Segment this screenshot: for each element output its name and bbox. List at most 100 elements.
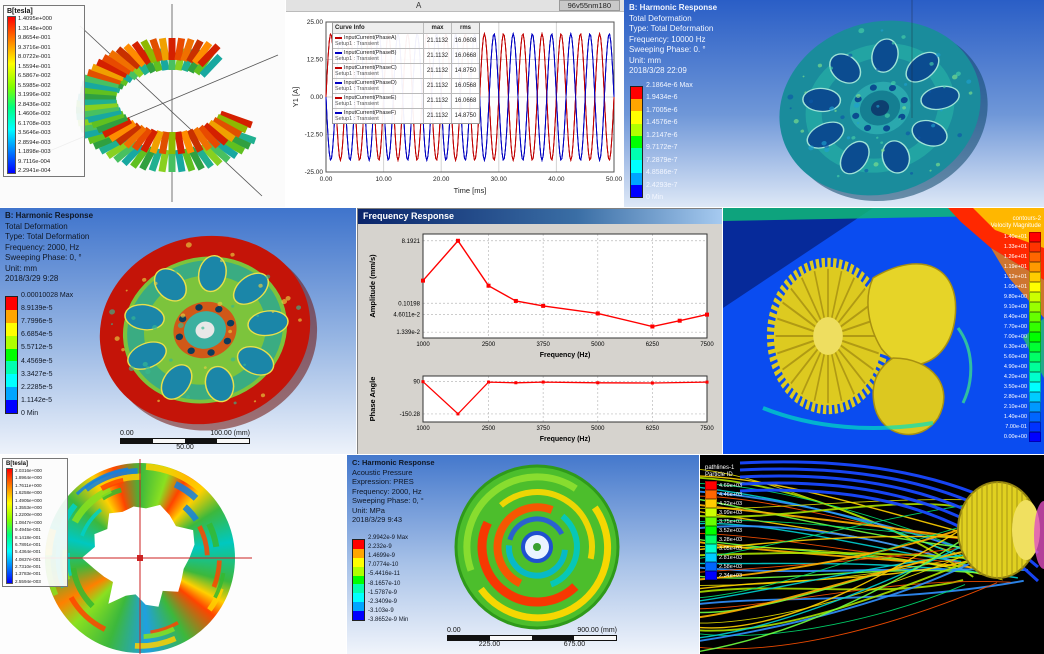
line-shape: [790, 348, 819, 385]
circle-shape: [258, 283, 263, 288]
circle-shape: [186, 395, 191, 399]
div-shape: 7.70e+00: [993, 322, 1041, 332]
div-shape: [448, 636, 490, 640]
velocity-legend: 1.40e+01 1.33e+01 1.26e+01 1.19e+01 1.12e+01…: [993, 232, 1041, 442]
div-shape: 21.1132: [423, 79, 451, 93]
scale-bar: 0.00 100.00 (mm) 50.00: [120, 430, 250, 452]
text-shape: Frequency (Hz): [540, 352, 591, 359]
stator-field-view: [39, 4, 279, 202]
rect-shape: [456, 412, 460, 416]
div-shape: [353, 575, 364, 585]
div-shape: InputCurrent(PhaseF) Setup1 : Transient: [333, 109, 423, 123]
legend-title-line1: pathlines-1: [705, 465, 735, 471]
circle-shape: [928, 90, 932, 93]
curve-info-table: Curve Info max rms InputCurrent(PhaseA) Setu…: [332, 22, 480, 124]
text-shape: 1.339e-2: [396, 330, 420, 336]
div-shape: 2.10e+00: [1003, 404, 1027, 410]
path-shape: [700, 542, 1004, 619]
ellipse-shape: [806, 121, 845, 149]
div-shape: 9.3716e-001: [18, 44, 51, 51]
result-frequency: Frequency: 2000, Hz: [352, 486, 422, 496]
div-shape: 2.2285e-5: [21, 383, 53, 391]
div-shape: 2.7310e-001: [15, 564, 41, 570]
div-shape: [1029, 412, 1041, 422]
line-shape: [801, 351, 822, 395]
path-shape: [71, 486, 112, 524]
legend-labels: 2.0316e+000 1.8964e+000 1.7611e+000 1.6258e…: [15, 468, 42, 584]
rect-shape: [423, 234, 707, 338]
ellipse-shape: [911, 119, 948, 147]
circle-shape: [824, 147, 830, 153]
div-shape: 2.80e+00: [993, 392, 1041, 402]
circle-shape: [178, 315, 187, 323]
div-shape: 4.22e+03: [705, 499, 742, 508]
path-shape: [477, 520, 579, 607]
div-shape: Curve Info: [335, 25, 365, 31]
div-shape: Setup1 : Transient: [335, 86, 379, 92]
line-shape: [115, 122, 142, 146]
div-shape: 1.26e+01: [1003, 254, 1027, 260]
div-shape: [6, 374, 17, 388]
div-shape: 0.00010028 Max: [21, 292, 74, 299]
line-shape: [207, 119, 236, 142]
legend-title-line2: Particle ID: [705, 472, 733, 478]
panel-harmonic-wheel: B: Harmonic Response Total Deformation T…: [0, 207, 358, 456]
rotor-3d-view: [779, 0, 988, 202]
span-shape: [335, 96, 342, 99]
div-shape: [631, 111, 642, 124]
div-shape: [5, 296, 18, 414]
div-shape: 0.00010028 Max 8.9139e-5 7.7996e-5 6.6854e-…: [21, 292, 93, 417]
ellipse-shape: [236, 346, 275, 376]
path-shape: [700, 475, 969, 535]
ellipse-shape: [1012, 500, 1040, 560]
div-shape: [1029, 302, 1041, 312]
circle-shape: [901, 35, 906, 39]
div-shape: [1029, 362, 1041, 372]
text-shape: 6250: [646, 426, 660, 432]
path-shape: [68, 596, 107, 632]
rect-shape: [705, 380, 709, 384]
div-shape: [705, 526, 717, 535]
window-titlebar[interactable]: Frequency Response: [358, 209, 722, 224]
div-shape: 21.1132: [423, 34, 451, 48]
circle-shape: [957, 133, 963, 138]
path-shape: [143, 626, 176, 639]
line-shape: [197, 124, 221, 149]
div-shape: 1.40e+01: [993, 232, 1041, 242]
circle-shape: [891, 41, 895, 45]
line-shape: [197, 43, 221, 68]
circle-shape: [935, 53, 941, 58]
div-shape: [1029, 292, 1041, 302]
div-shape: 1.4606e-002: [18, 111, 51, 117]
circle-shape: [829, 106, 835, 112]
g-shape: [779, 20, 988, 202]
circle-shape: [856, 121, 860, 125]
circle-shape: [955, 71, 961, 76]
rect-shape: [421, 278, 425, 283]
circle-shape: [864, 124, 872, 132]
div-shape: [705, 517, 717, 526]
line-shape: [202, 122, 229, 146]
line-shape: [180, 130, 195, 154]
circle-shape: [821, 140, 827, 146]
line-shape: [186, 39, 204, 64]
line-shape: [108, 119, 137, 142]
line-shape: [782, 301, 816, 328]
deformation-legend: 2.1864e-6 Max 1.9434e-6 1.7005e-6 1.4576e-6…: [630, 82, 718, 201]
text-shape: Amplitude (mm/s): [368, 254, 377, 318]
scale-ruler: [447, 635, 617, 641]
scale-min: 0.00: [447, 627, 461, 634]
path-shape: [66, 552, 72, 577]
div-shape: 4.8586e-7: [646, 169, 678, 177]
div-shape: InputCurrent(PhaseF) Setup1 : Transient 21…: [333, 108, 479, 123]
line-shape: [149, 130, 164, 154]
path-shape: [872, 357, 945, 436]
rect-shape: [421, 380, 425, 384]
result-phase: Sweeping Phase: 0, °: [352, 496, 424, 505]
div-shape: 1.33e+01: [993, 242, 1041, 252]
line-shape: [215, 113, 248, 134]
div-shape: 1.2200e+000: [15, 512, 42, 518]
line-shape: [801, 277, 822, 321]
div-shape: 2.0316e+000: [15, 468, 42, 473]
div-shape: -3.8652e-9 Min: [368, 617, 409, 623]
